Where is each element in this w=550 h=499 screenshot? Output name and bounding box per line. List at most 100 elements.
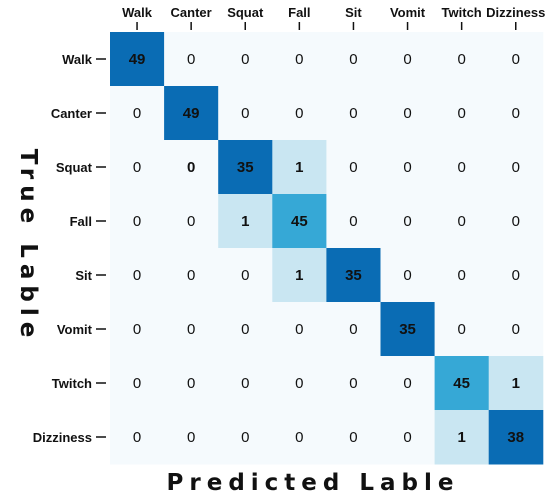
heatmap-cell-twitch-fall <box>272 356 327 411</box>
heatmap-cell-canter-dizziness <box>488 86 544 141</box>
heatmap-cell-walk-walk <box>110 32 165 87</box>
cell-value-label: 0 <box>187 51 195 68</box>
y-axis-title: True Lable <box>15 149 41 344</box>
cell-value-label: 35 <box>237 159 254 176</box>
heatmap-cell-sit-twitch <box>434 248 490 303</box>
cell-value-label: 0 <box>457 105 465 122</box>
heatmap-cell-canter-walk <box>110 86 165 141</box>
heatmap-cell-dizziness-dizziness <box>488 410 544 465</box>
heatmap-cell-vomit-squat <box>218 302 273 357</box>
heatmap-cell-canter-fall <box>272 86 327 141</box>
cell-value-label: 0 <box>403 375 411 392</box>
x-tick-label-fall: Fall <box>288 5 310 20</box>
y-tick-label-fall: Fall <box>70 214 92 229</box>
y-tick-label-squat: Squat <box>56 160 93 175</box>
heatmap-cell-squat-sit <box>326 140 381 195</box>
y-tick-label-dizziness: Dizziness <box>33 430 92 445</box>
heatmap-cell-vomit-sit <box>326 302 381 357</box>
heatmap-cell-sit-sit <box>326 248 381 303</box>
heatmap-cell-squat-canter <box>164 140 219 195</box>
cell-value-label: 0 <box>187 321 195 338</box>
heatmap-cell-sit-fall <box>272 248 327 303</box>
x-tick-label-canter: Canter <box>171 5 212 20</box>
cell-value-label: 0 <box>349 213 357 230</box>
x-tick-labels: Walk Canter Squat Fall Sit Vomit Twitch Dizzine… <box>122 5 545 30</box>
cell-value-label: 0 <box>403 213 411 230</box>
heatmap-cell-sit-canter <box>164 248 219 303</box>
heatmap-cell-fall-twitch <box>434 194 490 249</box>
heatmap-cell-canter-squat <box>218 86 273 141</box>
cell-value-label: 0 <box>512 321 520 338</box>
heatmap-cell-dizziness-fall <box>272 410 327 465</box>
cell-value-label: 0 <box>349 105 357 122</box>
cell-value-label: 0 <box>349 51 357 68</box>
cell-value-label: 0 <box>241 267 249 284</box>
cell-value-label: 0 <box>133 321 141 338</box>
cell-value-label: 0 <box>187 429 195 446</box>
heatmap-cell-twitch-walk <box>110 356 165 411</box>
cell-value-label: 1 <box>241 213 249 230</box>
heatmap-cells: 49 0 0 0 0 0 0 0 0 49 0 0 0 0 0 0 0 0 35 1 0 0 0 0 0 0 1 45 0 0 0 0 0 0 0 1… <box>110 32 544 465</box>
heatmap-cell-twitch-twitch <box>434 356 490 411</box>
heatmap-cell-canter-sit <box>326 86 381 141</box>
cell-value-label: 1 <box>457 429 465 446</box>
cell-value-label: 0 <box>241 429 249 446</box>
cell-value-label: 0 <box>187 267 195 284</box>
cell-value-label: 38 <box>507 429 524 446</box>
cell-value-label: 49 <box>129 51 146 68</box>
x-tick-label-walk: Walk <box>122 5 153 20</box>
cell-value-label: 0 <box>295 51 303 68</box>
x-tick-label-twitch: Twitch <box>442 5 482 20</box>
cell-value-label: 35 <box>399 321 416 338</box>
y-tick-labels: Walk Canter Squat Fall Sit Vomit Twitch Dizzine… <box>33 52 106 445</box>
cell-value-label: 0 <box>133 267 141 284</box>
cell-value-label: 0 <box>349 429 357 446</box>
heatmap-cell-squat-squat <box>218 140 273 195</box>
heatmap-cell-fall-canter <box>164 194 219 249</box>
cell-value-label: 0 <box>403 105 411 122</box>
cell-value-label: 0 <box>295 429 303 446</box>
heatmap-cell-twitch-sit <box>326 356 381 411</box>
heatmap-cell-fall-fall <box>272 194 327 249</box>
cell-value-label: 0 <box>512 159 520 176</box>
cell-value-label: 0 <box>241 105 249 122</box>
x-tick-label-vomit: Vomit <box>390 5 426 20</box>
cell-value-label: 0 <box>512 51 520 68</box>
heatmap-cell-walk-sit <box>326 32 381 87</box>
heatmap-cell-fall-sit <box>326 194 381 249</box>
cell-value-label: 0 <box>349 321 357 338</box>
heatmap-cell-fall-walk <box>110 194 165 249</box>
cell-value-label: 0 <box>241 375 249 392</box>
cell-value-label: 0 <box>187 213 195 230</box>
heatmap-cell-fall-dizziness <box>488 194 544 249</box>
cell-value-label: 0 <box>187 159 195 176</box>
cell-value-label: 0 <box>133 159 141 176</box>
cell-value-label: 0 <box>187 375 195 392</box>
heatmap-cell-dizziness-squat <box>218 410 273 465</box>
cell-value-label: 49 <box>183 105 200 122</box>
heatmap-cell-dizziness-walk <box>110 410 165 465</box>
y-tick-label-sit: Sit <box>75 268 92 283</box>
cell-value-label: 0 <box>457 51 465 68</box>
cell-value-label: 0 <box>403 267 411 284</box>
heatmap-cell-walk-vomit <box>380 32 436 87</box>
heatmap-cell-twitch-dizziness <box>488 356 544 411</box>
cell-value-label: 0 <box>512 105 520 122</box>
cell-value-label: 0 <box>241 51 249 68</box>
heatmap-cell-walk-canter <box>164 32 219 87</box>
x-axis-title: Predicted Lable <box>167 470 460 496</box>
cell-value-label: 1 <box>512 375 520 392</box>
x-tick-label-dizziness: Dizziness <box>486 5 545 20</box>
heatmap-cell-sit-vomit <box>380 248 436 303</box>
y-tick-label-vomit: Vomit <box>57 322 93 337</box>
cell-value-label: 0 <box>457 267 465 284</box>
cell-value-label: 1 <box>295 159 303 176</box>
heatmap-cell-fall-vomit <box>380 194 436 249</box>
y-tick-label-walk: Walk <box>62 52 93 67</box>
cell-value-label: 0 <box>295 321 303 338</box>
heatmap-cell-squat-walk <box>110 140 165 195</box>
heatmap-cell-fall-squat <box>218 194 273 249</box>
heatmap-cell-walk-fall <box>272 32 327 87</box>
heatmap-cell-twitch-vomit <box>380 356 436 411</box>
